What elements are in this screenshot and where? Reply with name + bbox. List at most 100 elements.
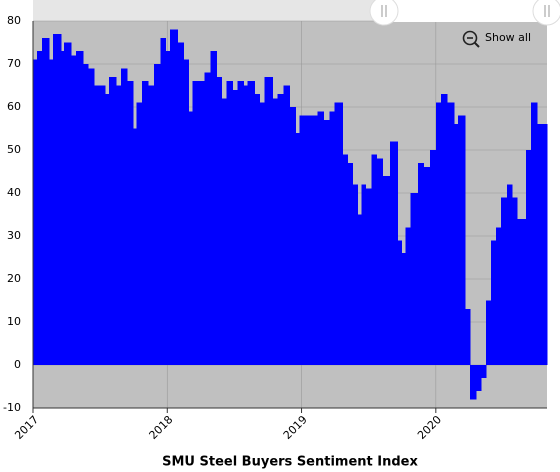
chart-title: SMU Steel Buyers Sentiment Index (162, 455, 418, 470)
step (116, 85, 122, 365)
step (264, 76, 274, 366)
step (537, 124, 542, 365)
range-selector[interactable] (383, 0, 548, 22)
y-tick-label: 50 (7, 143, 21, 156)
step (423, 167, 431, 365)
step (160, 38, 166, 365)
step (357, 214, 363, 365)
step (259, 102, 265, 365)
step (243, 85, 248, 365)
step (485, 300, 492, 365)
step (389, 141, 399, 365)
step (511, 197, 518, 365)
step (401, 253, 407, 365)
step (53, 33, 62, 366)
step (142, 81, 149, 365)
step (299, 115, 319, 365)
step (272, 98, 279, 366)
step (397, 240, 403, 365)
step (531, 102, 538, 365)
x-tick-label: 2019 (281, 413, 310, 442)
step (165, 51, 171, 365)
y-tick-label: -10 (3, 401, 21, 414)
step (216, 76, 222, 366)
step (221, 98, 227, 366)
step (192, 81, 205, 365)
show-all-label[interactable]: Show all (485, 31, 531, 44)
step (254, 94, 261, 365)
step (323, 119, 331, 366)
step (317, 111, 325, 365)
step (170, 29, 178, 365)
x-tick-label: 2018 (147, 413, 176, 442)
step (109, 76, 117, 366)
step (148, 85, 155, 365)
step (352, 184, 359, 365)
step (133, 128, 137, 365)
step (83, 64, 89, 365)
step (347, 162, 354, 365)
step (237, 81, 244, 365)
y-tick-label: 30 (7, 229, 21, 242)
step (334, 102, 344, 365)
step (464, 309, 471, 365)
step (469, 365, 477, 400)
step (382, 175, 391, 365)
x-tick-label: 2017 (12, 413, 41, 442)
y-tick-label: 70 (7, 57, 21, 70)
step (210, 51, 217, 365)
step (41, 38, 50, 365)
step (417, 162, 425, 365)
step (410, 193, 419, 365)
step (457, 115, 466, 365)
step (495, 227, 502, 365)
step (329, 111, 336, 365)
x-tick-label: 2020 (415, 413, 444, 442)
step (183, 59, 189, 365)
step (289, 107, 297, 365)
step (247, 81, 255, 365)
step (453, 124, 459, 365)
zoom-icon (474, 42, 480, 48)
show-all-button[interactable]: Show all (462, 30, 532, 48)
step (64, 42, 72, 365)
step (440, 94, 448, 365)
step (232, 89, 238, 366)
y-tick-label: 10 (7, 315, 21, 328)
step (480, 365, 487, 378)
range-handle-right[interactable] (532, 0, 560, 26)
step (516, 218, 524, 365)
step (405, 227, 412, 365)
step (371, 154, 378, 365)
step (526, 150, 532, 365)
step (522, 218, 527, 365)
range-handle-left[interactable] (369, 0, 399, 26)
step (490, 240, 497, 365)
step (283, 85, 290, 365)
step (435, 102, 442, 365)
step (33, 59, 38, 365)
step (446, 102, 455, 365)
step (94, 85, 106, 365)
zoom-icon (462, 30, 478, 46)
step (365, 188, 373, 365)
step (105, 94, 110, 365)
step (154, 64, 161, 365)
y-tick-label: 60 (7, 100, 21, 113)
step (127, 81, 134, 365)
step (277, 94, 285, 365)
step (429, 150, 437, 365)
step (136, 102, 143, 365)
step (475, 365, 482, 391)
step (376, 158, 384, 365)
y-tick-label: 80 (7, 14, 21, 27)
step (61, 51, 65, 365)
step (48, 59, 54, 365)
step (226, 81, 233, 365)
y-tick-label: 20 (7, 272, 21, 285)
step (295, 132, 301, 365)
step (361, 184, 367, 365)
step (88, 68, 95, 366)
step (76, 51, 84, 365)
